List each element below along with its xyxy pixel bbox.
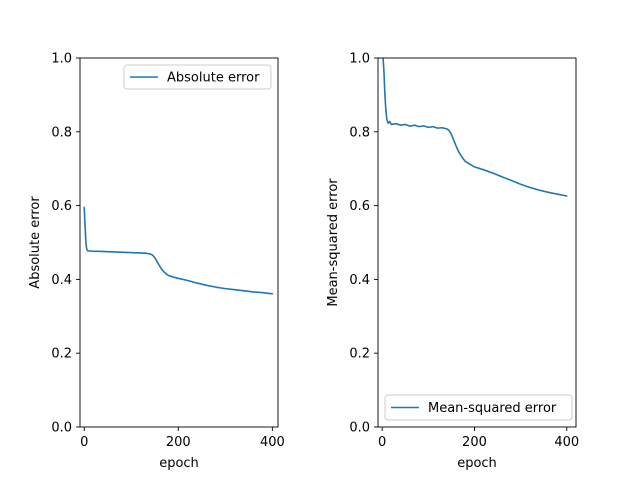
legend-label: Mean-squared error bbox=[428, 401, 557, 416]
x-tick-label: 0 bbox=[80, 435, 88, 450]
legend: Absolute error bbox=[123, 64, 272, 90]
y-tick-label: 0.8 bbox=[51, 125, 72, 140]
legend-box bbox=[123, 64, 272, 90]
x-tick-label: 200 bbox=[166, 435, 191, 450]
y-axis-label: Mean-squared error bbox=[326, 178, 341, 307]
plot-frame bbox=[377, 57, 577, 428]
y-tick-label: 0.8 bbox=[349, 125, 370, 140]
x-axis-label: epoch bbox=[159, 456, 199, 471]
legend-box bbox=[384, 394, 573, 421]
y-tick-label: 1.0 bbox=[349, 52, 370, 67]
y-axis-label: Absolute error bbox=[28, 196, 43, 289]
mean-squared-error-panel: 0 200 400 0.0 0.2 0.4 0.6 0.8 1.0 epoch Mean-squar… bbox=[326, 52, 579, 472]
y-tick-label: 1.0 bbox=[51, 52, 72, 67]
series-line-1 bbox=[382, 58, 568, 197]
x-tick-label: 400 bbox=[554, 435, 579, 450]
y-tick-label: 0.4 bbox=[51, 273, 72, 288]
y-tick-label: 0.4 bbox=[349, 273, 370, 288]
y-tick-label: 0.0 bbox=[51, 421, 72, 436]
absolute-error-panel: 0 200 400 0.0 0.2 0.4 0.6 0.8 1.0 epoch Absolute e… bbox=[28, 52, 285, 472]
y-tick-label: 0.0 bbox=[349, 421, 370, 436]
x-tick-label: 0 bbox=[378, 435, 386, 450]
x-tick-label: 200 bbox=[462, 435, 487, 450]
x-tick-label: 400 bbox=[260, 435, 285, 450]
y-tick-label: 0.2 bbox=[349, 347, 370, 362]
x-axis-label: epoch bbox=[457, 456, 497, 471]
legend-label: Absolute error bbox=[167, 71, 260, 86]
plot-frame bbox=[79, 57, 279, 428]
y-tick-label: 0.6 bbox=[349, 199, 370, 214]
legend: Mean-squared error bbox=[384, 394, 573, 421]
series-line-1 bbox=[83, 206, 274, 295]
y-tick-label: 0.2 bbox=[51, 347, 72, 362]
y-tick-label: 0.6 bbox=[51, 199, 72, 214]
